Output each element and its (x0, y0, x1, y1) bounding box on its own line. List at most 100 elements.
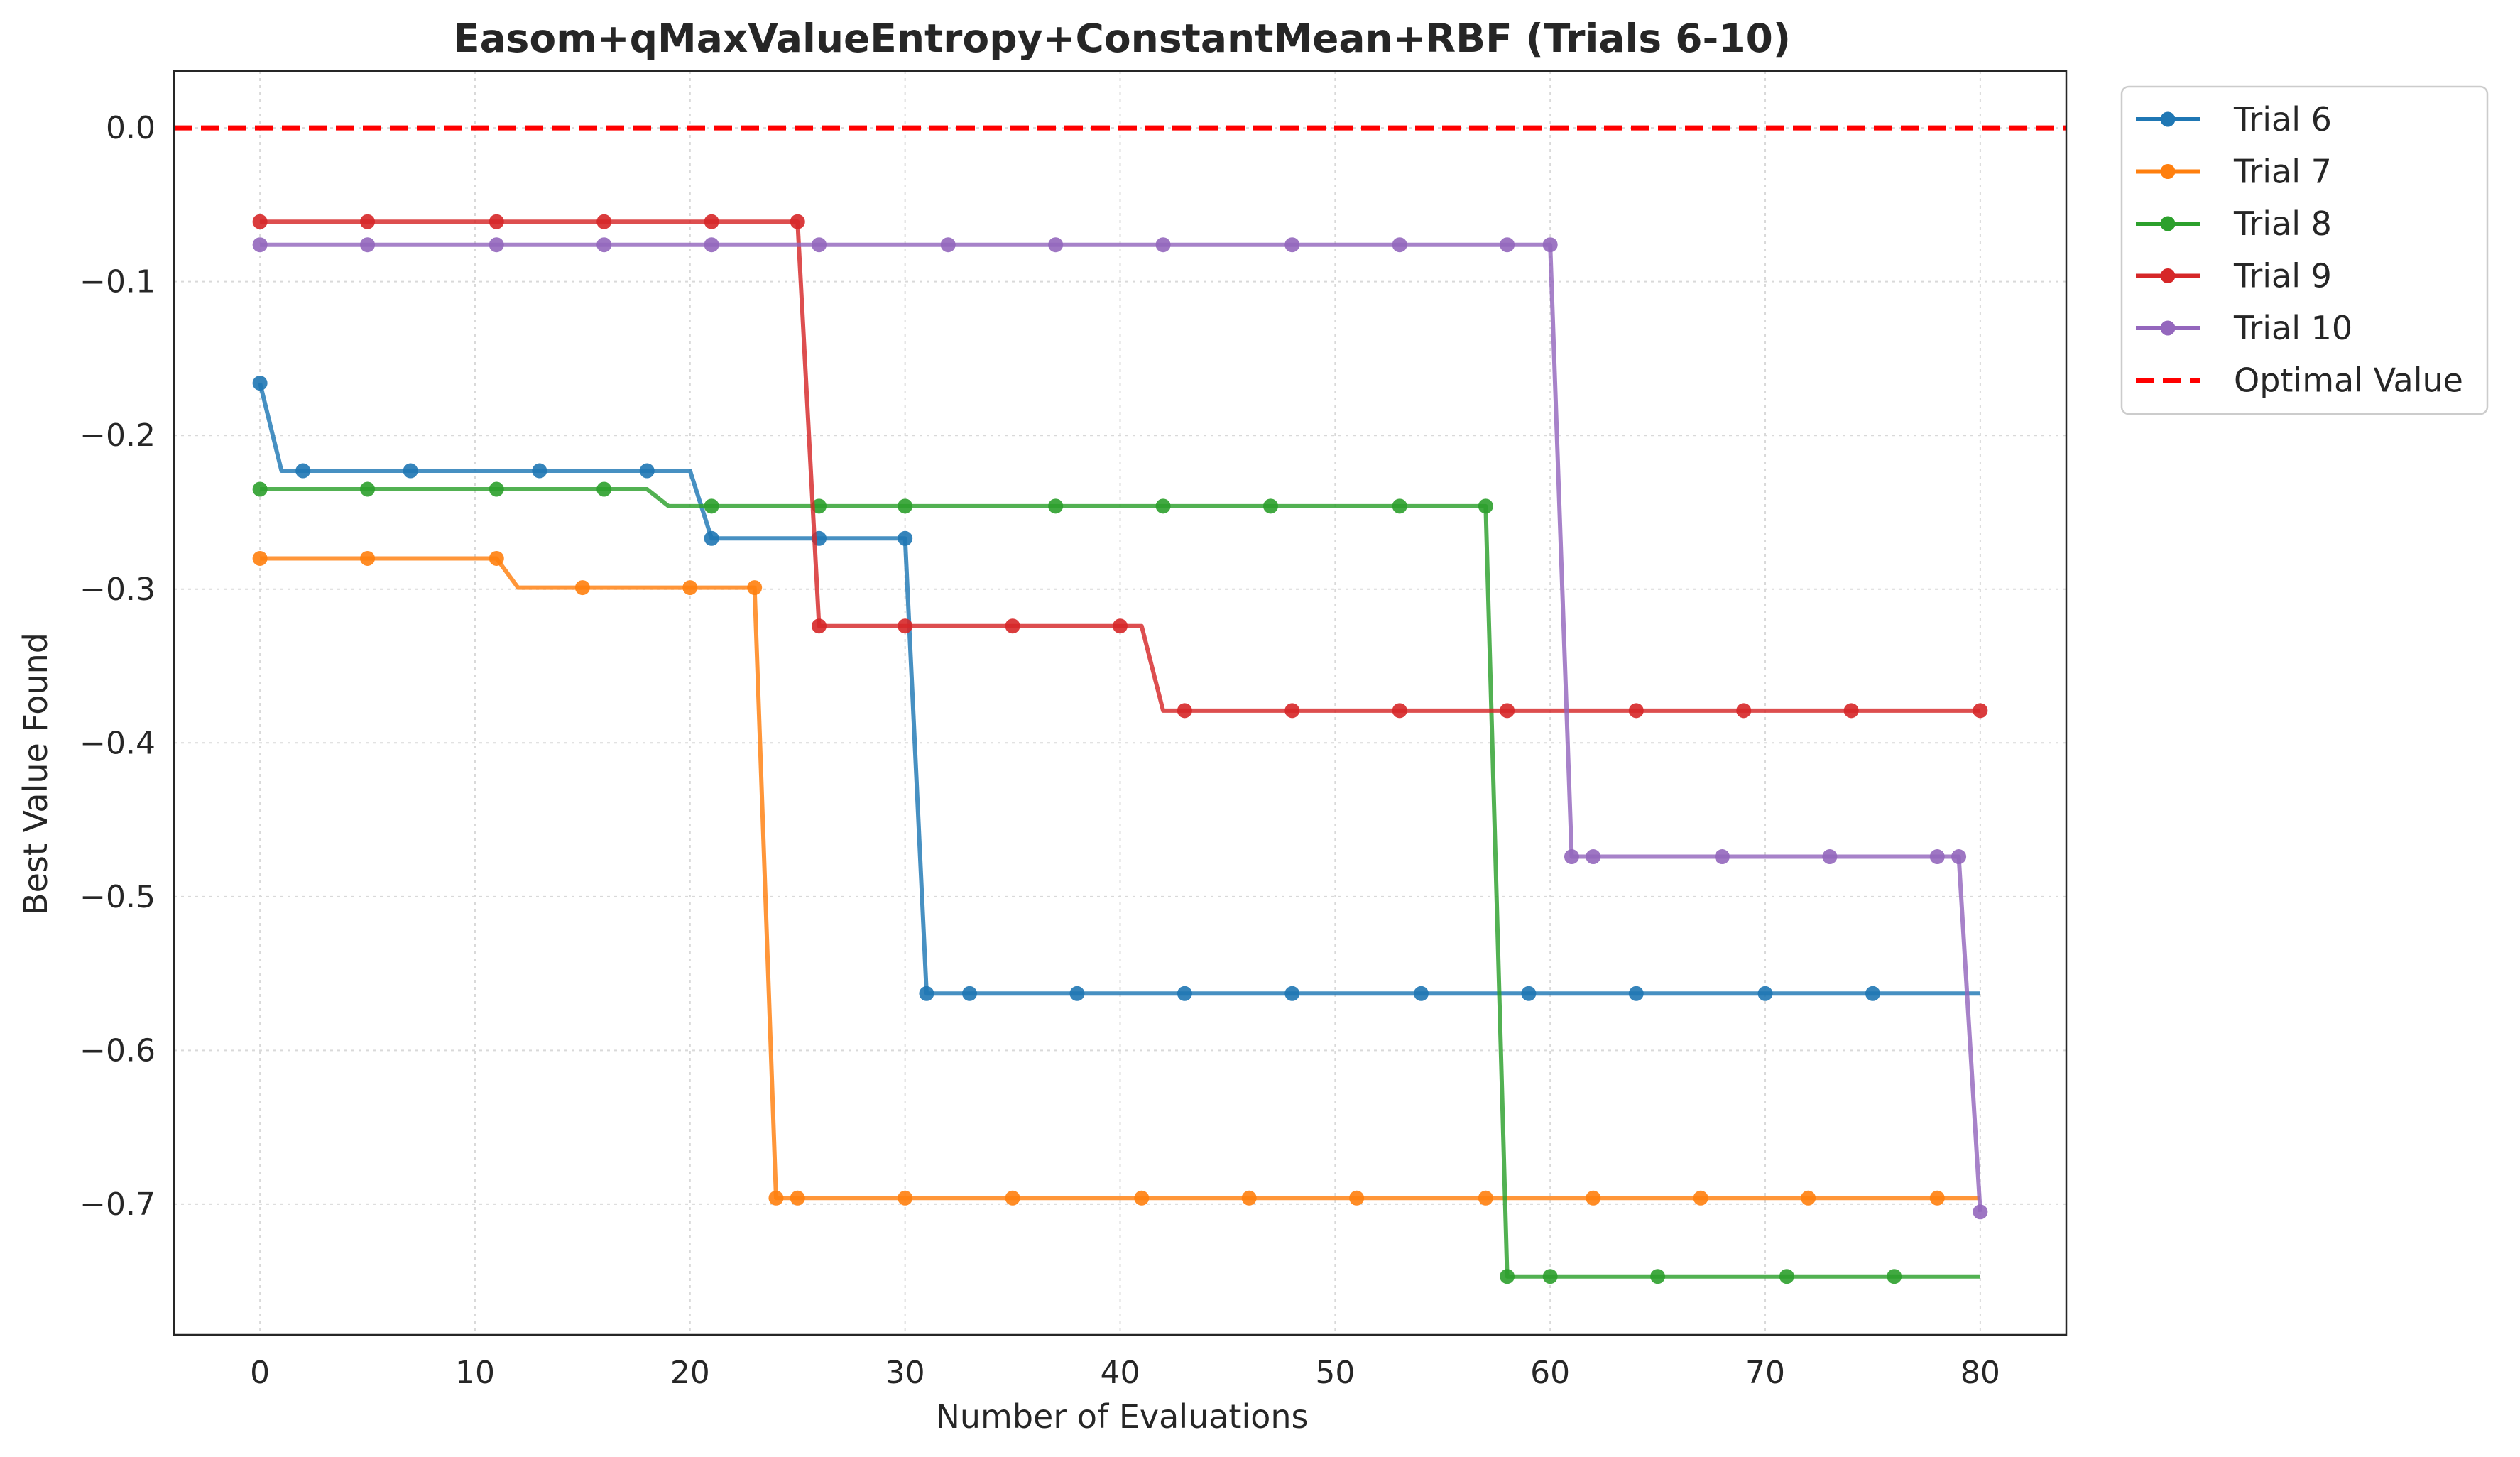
data-point (682, 580, 698, 596)
data-point (639, 463, 655, 479)
data-point (1693, 1190, 1708, 1206)
legend-marker (2160, 216, 2176, 231)
legend-entry: Optimal Value (2136, 361, 2463, 400)
data-point (1542, 1269, 1558, 1284)
data-point (1048, 498, 1064, 514)
data-point (1973, 1204, 1988, 1220)
data-point (596, 214, 612, 229)
data-point (704, 530, 719, 546)
data-point (574, 580, 590, 596)
data-point (812, 618, 827, 634)
x-tick-label: 30 (885, 1355, 925, 1391)
data-point (596, 481, 612, 497)
data-point (1155, 498, 1171, 514)
data-point (532, 463, 547, 479)
data-point (898, 1190, 913, 1206)
x-tick-label: 0 (250, 1355, 270, 1391)
data-point (1500, 237, 1515, 253)
data-point (1069, 986, 1085, 1001)
legend-entry: Trial 9 (2136, 257, 2332, 295)
data-point (1177, 986, 1192, 1001)
data-point (1586, 849, 1601, 865)
chart-title: Easom+qMaxValueEntropy+ConstantMean+RBF … (453, 16, 1791, 61)
x-tick-label: 50 (1315, 1355, 1355, 1391)
data-point (1628, 986, 1644, 1001)
data-point (747, 580, 763, 596)
legend-marker (2160, 164, 2176, 179)
legend-marker (2160, 268, 2176, 283)
data-point (360, 214, 376, 229)
data-point (1542, 237, 1558, 253)
legend-marker (2160, 320, 2176, 336)
data-point (898, 498, 913, 514)
data-point (812, 498, 827, 514)
legend: Trial 6 Trial 7 Trial 8 Trial 9 Trial 10 Opti… (2120, 85, 2489, 415)
data-point (704, 498, 719, 514)
series-trial-6 (252, 376, 1980, 1001)
data-point (596, 237, 612, 253)
data-point (1929, 1190, 1945, 1206)
data-point (1887, 1269, 1902, 1284)
y-tick-label: −0.4 (80, 725, 156, 761)
data-point (360, 550, 376, 566)
data-point (1757, 986, 1773, 1001)
series-line (260, 487, 1980, 1279)
data-point (768, 1190, 784, 1206)
data-point (1392, 703, 1407, 719)
data-point (1521, 986, 1537, 1001)
data-point (1113, 618, 1128, 634)
x-axis-label: Number of Evaluations (935, 1397, 1308, 1436)
data-point (1155, 237, 1171, 253)
x-axis-ticks: 0 10 20 30 40 50 60 70 80 (250, 1355, 2000, 1391)
series-line (260, 556, 1980, 1201)
series-line (260, 219, 1980, 713)
data-point (1048, 237, 1064, 253)
x-tick-label: 10 (455, 1355, 495, 1391)
series-layer (252, 214, 1988, 1284)
data-point (1478, 1190, 1493, 1206)
data-point (1801, 1190, 1816, 1206)
data-point (1392, 498, 1407, 514)
data-point (489, 481, 504, 497)
data-point (1628, 703, 1644, 719)
y-tick-label: −0.5 (80, 879, 156, 915)
data-point (252, 481, 268, 497)
series-trial-9 (252, 214, 1988, 719)
x-tick-label: 70 (1745, 1355, 1785, 1391)
data-point (919, 986, 934, 1001)
data-point (790, 214, 805, 229)
data-point (360, 481, 376, 497)
legend-entry: Trial 10 (2136, 309, 2352, 347)
legend-label: Trial 7 (2233, 153, 2332, 191)
legend-label: Optimal Value (2234, 361, 2463, 400)
data-point (360, 237, 376, 253)
x-tick-label: 60 (1530, 1355, 1570, 1391)
data-point (295, 463, 311, 479)
data-point (1714, 849, 1730, 865)
data-point (1134, 1190, 1150, 1206)
legend-label: Trial 10 (2233, 309, 2352, 347)
data-point (704, 237, 719, 253)
series-trial-7 (252, 550, 1980, 1206)
data-point (1951, 849, 1967, 865)
y-tick-label: −0.6 (80, 1032, 156, 1069)
data-point (1586, 1190, 1601, 1206)
data-point (1478, 498, 1493, 514)
data-point (940, 237, 956, 253)
series-trial-10 (252, 237, 1988, 1220)
data-point (790, 1190, 805, 1206)
series-trial-8 (252, 481, 1980, 1284)
y-tick-label: −0.2 (80, 418, 156, 454)
data-point (1736, 703, 1752, 719)
y-axis-label: Best Value Found (16, 633, 55, 915)
legend-label: Trial 8 (2233, 204, 2332, 243)
y-tick-label: −0.1 (80, 264, 156, 300)
legend-entry: Trial 6 (2136, 100, 2332, 138)
data-point (1865, 986, 1880, 1001)
data-point (1392, 237, 1407, 253)
data-point (1284, 237, 1300, 253)
legend-label: Trial 6 (2233, 100, 2332, 138)
data-point (1349, 1190, 1365, 1206)
data-point (1284, 986, 1300, 1001)
